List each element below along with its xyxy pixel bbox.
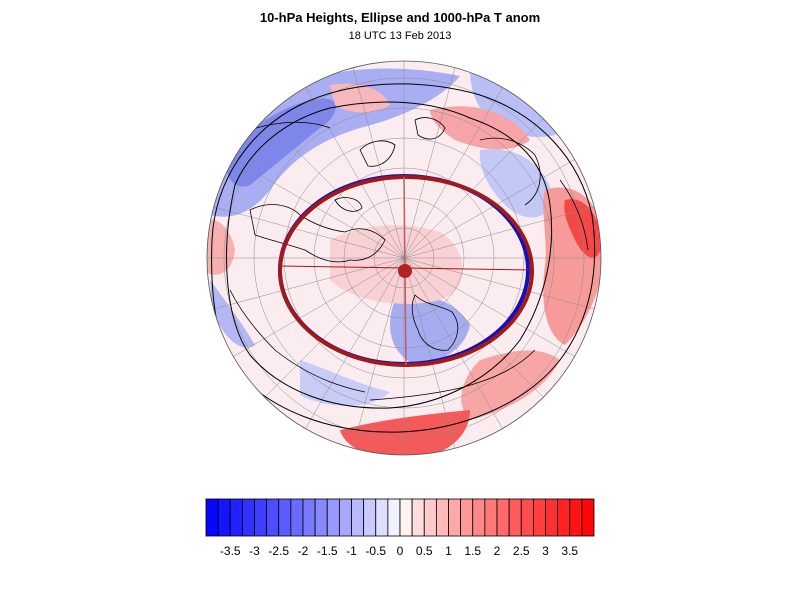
meridian-line — [403, 84, 505, 259]
warm-anomaly-east-core — [564, 199, 601, 258]
meridian-line — [230, 157, 405, 259]
colorbar-box — [217, 498, 231, 537]
colorbar-box — [266, 498, 280, 537]
colorbar-box — [278, 498, 292, 537]
colorbar-tick-label: -0.5 — [365, 544, 386, 558]
meridian-line — [403, 205, 598, 259]
colorbar-tick-label: 1.5 — [464, 544, 481, 558]
colorbar-tick-label: -1 — [346, 544, 357, 558]
colorbar-box — [254, 498, 268, 537]
colorbar-box — [387, 498, 401, 537]
cold-anomaly-northwest-core — [225, 98, 337, 187]
colorbar-box — [545, 498, 559, 537]
colorbar-box — [435, 498, 449, 537]
colorbar-tick-label: -2 — [298, 544, 309, 558]
colorbar-box — [496, 498, 510, 537]
meridian-line — [403, 257, 598, 311]
colorbar-box — [399, 498, 413, 537]
colorbar-labels: -3.5 -3 -2.5 -2 -1.5 -1 -0.5 0 0.5 1 1.5 2 2.5 3 3.5 — [220, 544, 579, 558]
meridian-line — [351, 257, 405, 452]
meridian-line — [303, 257, 405, 432]
colorbar-box — [302, 498, 316, 537]
meridian-line — [262, 257, 405, 400]
colorbar-box — [508, 498, 522, 537]
colorbar-box — [484, 498, 498, 537]
colorbar-box — [241, 498, 255, 537]
colorbar-tick-label: -1.5 — [317, 544, 338, 558]
graticule — [207, 61, 601, 455]
colorbar-box — [290, 498, 304, 537]
warm-anomaly-center — [330, 225, 463, 304]
colorbar-box — [314, 498, 328, 537]
meridian-line — [210, 257, 405, 311]
colorbar-box — [472, 498, 486, 537]
colorbar-box — [411, 498, 425, 537]
meridian-line — [403, 257, 457, 452]
colorbar-tick-label: -2.5 — [268, 544, 289, 558]
meridian-line — [403, 257, 578, 359]
colorbar-tick-label: 3.5 — [561, 544, 578, 558]
meridian-line — [403, 257, 546, 400]
warm-anomaly-south — [340, 410, 470, 455]
coastlines — [229, 117, 589, 401]
meridian-line — [210, 205, 405, 259]
meridian-line — [262, 116, 405, 259]
colorbar-tick-label: 0.5 — [416, 544, 433, 558]
colorbar-box — [460, 498, 474, 537]
globe-outline — [206, 60, 602, 456]
meridian-line — [230, 257, 405, 359]
colorbar-box — [581, 498, 595, 537]
figure-title: 10-hPa Heights, Ellipse and 1000-hPa T a… — [259, 10, 541, 25]
meridian-line — [403, 116, 546, 259]
colorbar-box — [351, 498, 365, 537]
colorbar-tick-label: 2 — [494, 544, 501, 558]
colorbar-tick-label: 1 — [445, 544, 452, 558]
colorbar-box — [363, 498, 377, 537]
colorbar-box — [205, 498, 219, 537]
colorbar-tick-label: -3 — [249, 544, 260, 558]
colorbar-box — [520, 498, 534, 537]
colorbar-tick-label: 3 — [542, 544, 549, 558]
meridian-line — [403, 64, 457, 259]
meridian-line — [403, 157, 578, 259]
figure-subtitle: 18 UTC 13 Feb 2013 — [348, 30, 452, 42]
cold-anomaly-europe — [390, 296, 470, 363]
colorbar-tick-label: 2.5 — [513, 544, 530, 558]
cold-anomaly-east — [479, 149, 555, 218]
colorbar-boxes — [205, 498, 595, 537]
meridian-line — [303, 84, 405, 259]
colorbar-box — [229, 498, 243, 537]
colorbar-box — [375, 498, 389, 537]
colorbar-box — [569, 498, 583, 537]
colorbar-box — [532, 498, 546, 537]
colorbar-tick-label: 0 — [397, 544, 404, 558]
meridian-line — [403, 257, 505, 432]
colorbar-box — [338, 498, 352, 537]
warm-anomaly-southeast — [461, 350, 560, 420]
colorbar-box — [326, 498, 340, 537]
ellipse-center-marker — [398, 264, 412, 278]
colorbar-box — [557, 498, 571, 537]
colorbar-tick-label: -3.5 — [220, 544, 241, 558]
colorbar-box — [448, 498, 462, 537]
colorbar-box — [423, 498, 437, 537]
meridian-line — [351, 64, 405, 259]
